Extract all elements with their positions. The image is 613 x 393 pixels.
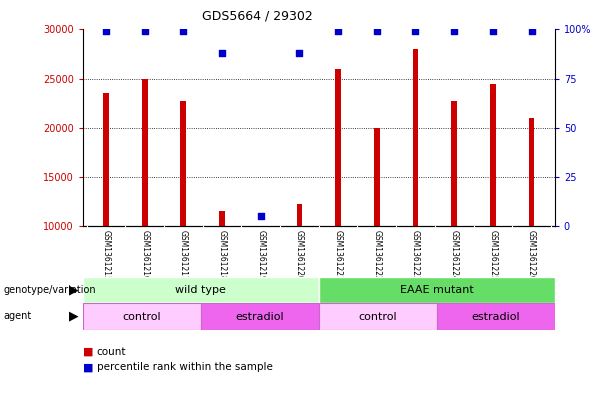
Bar — [436, 303, 555, 330]
Text: GSM1361215: GSM1361215 — [102, 230, 110, 281]
Bar — [83, 303, 201, 330]
Text: GSM1361216: GSM1361216 — [140, 230, 149, 281]
Text: EAAE mutant: EAAE mutant — [400, 285, 474, 295]
Point — [333, 28, 343, 35]
Text: GSM1361222: GSM1361222 — [372, 230, 381, 281]
Bar — [83, 277, 319, 303]
Bar — [451, 101, 457, 226]
Text: GSM1361218: GSM1361218 — [218, 230, 227, 281]
Bar — [319, 303, 436, 330]
Text: estradiol: estradiol — [471, 312, 520, 321]
Text: GSM1361217: GSM1361217 — [179, 230, 188, 281]
Point — [140, 28, 150, 35]
Text: genotype/variation: genotype/variation — [3, 285, 96, 295]
Text: GSM1361225: GSM1361225 — [489, 230, 497, 281]
Text: GSM1361224: GSM1361224 — [450, 230, 459, 281]
Text: estradiol: estradiol — [235, 312, 284, 321]
Text: control: control — [123, 312, 161, 321]
Text: agent: agent — [3, 311, 31, 321]
Bar — [201, 303, 319, 330]
Bar — [103, 93, 109, 226]
Bar — [297, 204, 302, 226]
Point — [527, 28, 536, 35]
Bar — [142, 79, 148, 226]
Text: percentile rank within the sample: percentile rank within the sample — [97, 362, 273, 373]
Bar — [219, 211, 225, 226]
Text: GSM1361221: GSM1361221 — [333, 230, 343, 281]
Text: ▶: ▶ — [69, 283, 78, 297]
Point — [488, 28, 498, 35]
Bar — [319, 277, 555, 303]
Bar — [335, 69, 341, 226]
Text: ▶: ▶ — [69, 310, 78, 323]
Text: count: count — [97, 347, 126, 357]
Text: GSM1361223: GSM1361223 — [411, 230, 420, 281]
Text: GSM1361220: GSM1361220 — [295, 230, 304, 281]
Point — [256, 213, 265, 219]
Bar — [413, 49, 419, 226]
Point — [217, 50, 227, 56]
Text: control: control — [359, 312, 397, 321]
Point — [411, 28, 421, 35]
Point — [449, 28, 459, 35]
Bar — [528, 118, 535, 226]
Text: GSM1361226: GSM1361226 — [527, 230, 536, 281]
Point — [101, 28, 111, 35]
Text: GSM1361219: GSM1361219 — [256, 230, 265, 281]
Point — [294, 50, 304, 56]
Bar — [258, 226, 264, 322]
Text: ■: ■ — [83, 362, 93, 373]
Text: ■: ■ — [83, 347, 93, 357]
Bar — [490, 83, 496, 226]
Bar — [374, 128, 379, 226]
Point — [178, 28, 188, 35]
Bar — [180, 101, 186, 226]
Point — [372, 28, 382, 35]
Text: wild type: wild type — [175, 285, 226, 295]
Text: GDS5664 / 29302: GDS5664 / 29302 — [202, 10, 313, 23]
